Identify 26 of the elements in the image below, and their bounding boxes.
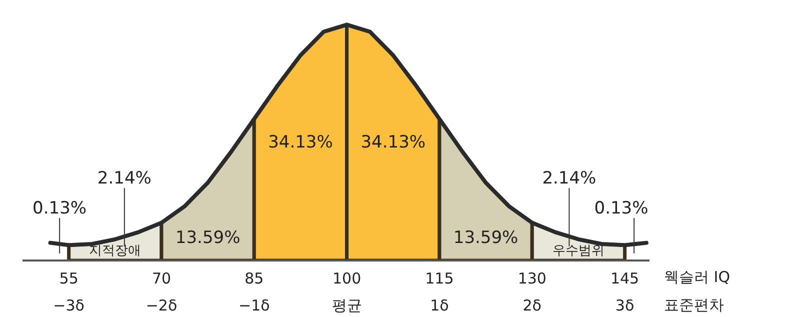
- annotation: 우수범위: [552, 244, 604, 258]
- x-tick-label: 145: [610, 270, 640, 288]
- x2-tick-label: −1δ: [238, 296, 270, 314]
- x-tick-label: 100: [332, 270, 362, 288]
- x-tick-label: 115: [425, 270, 454, 288]
- x-tick-label: 55: [59, 270, 78, 288]
- annotation: 0.13%: [32, 198, 87, 219]
- x2-tick-label: 1δ: [430, 296, 449, 314]
- x2-tick-label: 평균: [332, 296, 362, 314]
- x2-tick-label: 3δ: [615, 296, 634, 314]
- series-label: 13.59%: [175, 228, 240, 248]
- series-label: 34.13%: [360, 132, 426, 153]
- series-label: 13.59%: [453, 228, 518, 248]
- x-tick-label: 70: [152, 270, 172, 288]
- annotation: 지적장애: [89, 244, 142, 258]
- x2-tick-label: −3δ: [53, 296, 84, 314]
- x2-axis-title: 표준편차: [664, 295, 724, 316]
- annotation: 2.14%: [97, 168, 152, 189]
- x-tick-label: 85: [244, 270, 264, 288]
- x2-tick-label: 2δ: [522, 296, 542, 314]
- annotation: 2.14%: [542, 168, 596, 189]
- annotation: 0.13%: [594, 198, 648, 219]
- x-tick-label: 130: [518, 270, 546, 288]
- series-label: 34.13%: [268, 132, 333, 153]
- x2-tick-label: −2δ: [146, 296, 178, 314]
- x-axis-title: 웩슬러 IQ: [664, 267, 730, 288]
